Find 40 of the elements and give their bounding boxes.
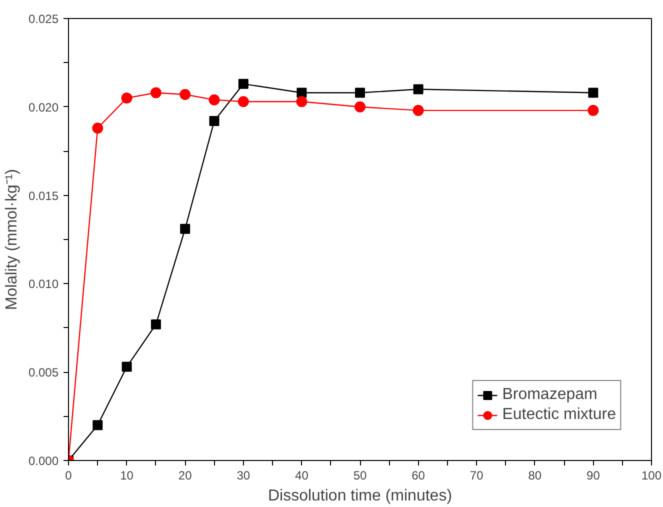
y-tick-label: 0.005 bbox=[28, 366, 59, 380]
x-tick-label: 70 bbox=[470, 468, 484, 482]
y-axis-title: Molality (mmol·kg⁻¹) bbox=[3, 169, 20, 310]
y-tick-label: 0.010 bbox=[28, 277, 59, 292]
point bbox=[208, 94, 220, 106]
point bbox=[92, 420, 103, 430]
point bbox=[296, 96, 308, 108]
x-tick-label: 40 bbox=[295, 468, 309, 482]
point bbox=[180, 89, 191, 100]
y-tick-label: 0.025 bbox=[28, 12, 59, 26]
x-tick-label: 10 bbox=[120, 468, 134, 482]
point bbox=[238, 78, 248, 89]
x-tick-label: 30 bbox=[236, 468, 250, 482]
point bbox=[122, 362, 132, 372]
x-tick-label: 50 bbox=[353, 468, 367, 482]
point bbox=[150, 87, 162, 98]
x-tick-label: 60 bbox=[412, 468, 426, 482]
y-tick-label: 0.000 bbox=[28, 454, 59, 468]
x-tick-label: 80 bbox=[528, 468, 542, 482]
x-tick-label: 90 bbox=[586, 468, 600, 482]
x-tick-label: 20 bbox=[178, 468, 192, 482]
point bbox=[354, 101, 366, 112]
point bbox=[209, 116, 220, 126]
y-tick-label: 0.020 bbox=[28, 100, 59, 114]
y-tick-label: 0.015 bbox=[28, 188, 59, 203]
x-tick-label: 0 bbox=[65, 468, 72, 482]
point bbox=[150, 319, 161, 330]
point bbox=[238, 96, 249, 108]
legend-label: Eutectic mixture bbox=[502, 406, 616, 424]
point bbox=[92, 122, 104, 134]
point bbox=[413, 84, 424, 94]
point bbox=[121, 92, 132, 104]
x-axis-title: Dissolution time (minutes) bbox=[268, 488, 452, 504]
point bbox=[355, 88, 365, 98]
point bbox=[412, 104, 424, 116]
legend-label: Bromazepam bbox=[502, 386, 598, 404]
point bbox=[588, 104, 599, 116]
x-tick-label: 100 bbox=[641, 468, 662, 482]
point bbox=[180, 224, 190, 234]
point bbox=[588, 88, 598, 98]
